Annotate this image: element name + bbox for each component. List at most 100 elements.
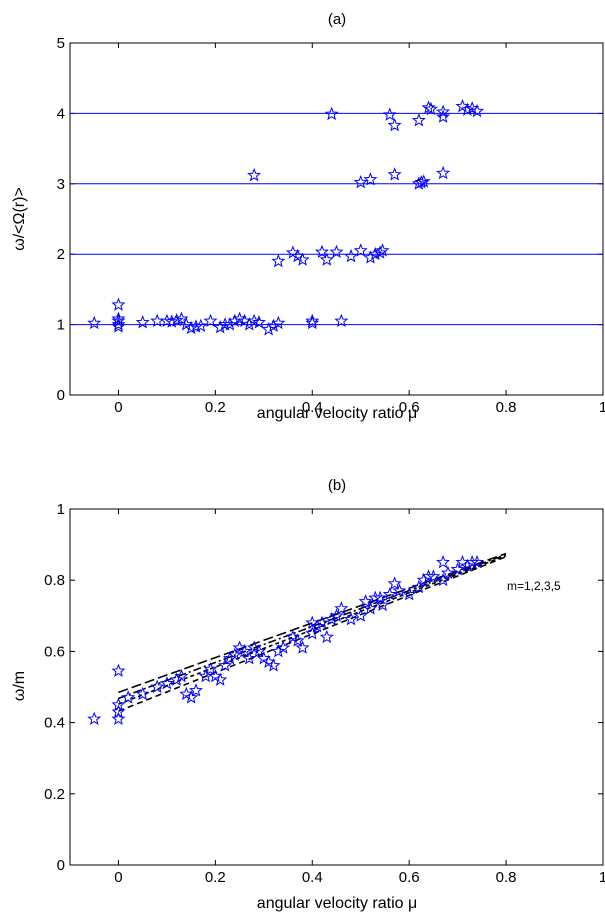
panel-b-data-point	[111, 697, 126, 711]
panel-a-data-point	[363, 250, 378, 264]
panel-b-data-point	[436, 555, 451, 569]
panel-b-fit-line	[118, 554, 507, 705]
panel-a-data-point	[305, 315, 320, 330]
panel-b-data-point	[460, 558, 475, 572]
panel-b-data-point	[159, 676, 174, 690]
panel-a-xlabel: angular velocity ratio μ	[257, 405, 417, 422]
panel-b-data-point	[426, 569, 441, 583]
panel-b-data-point	[363, 601, 378, 615]
panel-a-data-point	[436, 165, 451, 180]
panel-a-data-point	[213, 320, 228, 334]
panel-b-data-point	[344, 611, 359, 626]
panel-b-data-point	[319, 629, 334, 644]
panel-b-data-point	[334, 601, 349, 615]
panel-a-data-point	[344, 248, 359, 263]
panel-b-data-point	[150, 679, 165, 693]
panel-a-data-point	[111, 317, 126, 331]
panel-b-data-point	[184, 690, 199, 704]
panel-b-data-point	[305, 626, 320, 640]
panel-b-xtick-label: 0.4	[302, 869, 323, 886]
panel-b-data-point	[87, 711, 102, 725]
panel-b-data-point	[470, 555, 485, 569]
panel-a-data-point	[203, 313, 218, 328]
panel-a-ytick-label: 0	[57, 387, 65, 404]
panel-a-data-point	[334, 313, 349, 328]
panel-b-data-point	[218, 658, 233, 672]
panel-a-data-point	[353, 243, 368, 257]
panel-a-data-point	[470, 103, 485, 118]
panel-a-xtick-label: 0	[114, 399, 122, 416]
panel-b-data-point	[242, 651, 257, 665]
panel-b-data-point	[416, 572, 431, 587]
panel-a-data-point	[261, 322, 276, 336]
panel-b-data-point	[411, 579, 426, 594]
panel-a-data-point	[193, 318, 208, 332]
panel-b-data-point	[295, 640, 310, 654]
panel-a-data-point	[436, 104, 451, 118]
panel-b-data-point	[227, 647, 242, 661]
panel-b-data-point	[387, 576, 402, 590]
panel-a-data-point	[436, 109, 451, 123]
panel-b-data-point	[121, 690, 136, 704]
panel-b-xtick-label: 0.6	[399, 869, 420, 886]
panel-b-data-point	[266, 658, 281, 672]
panel-b-data-point	[135, 686, 150, 701]
panel-a-data-point	[271, 315, 286, 330]
panel-a-data-point	[324, 106, 339, 121]
panel-b-data-point	[324, 611, 339, 626]
panel-a-title: (a)	[328, 11, 346, 28]
panel-a-ytick-label: 4	[57, 105, 65, 122]
panel-b-title: (b)	[328, 477, 346, 494]
panel-b-ytick-label: 1	[57, 501, 65, 518]
panel-a-plot-area	[69, 42, 604, 396]
panel-a-ytick-label: 5	[57, 35, 65, 52]
panel-b-ylabel: ω/m	[11, 671, 28, 701]
panel-a-data-point	[174, 311, 189, 325]
panel-b-fit-line	[118, 552, 507, 694]
panel-a-xtick-label: 0.6	[399, 399, 420, 416]
panel-b-data-point	[188, 683, 203, 697]
panel-a-data-point	[387, 118, 402, 132]
panel-b-data-point	[382, 587, 397, 601]
panel-b-data-point	[450, 562, 465, 576]
panel-b-data-point	[358, 594, 373, 608]
panel-b-data-point	[222, 651, 237, 665]
panel-a-data-point	[242, 317, 257, 331]
panel-a-data-point	[218, 317, 233, 331]
panel-b-data-point	[392, 583, 407, 597]
panel-a-data-point	[135, 315, 150, 329]
panel-a-data-point	[295, 252, 310, 266]
panel-a-xtick-label: 1	[599, 399, 605, 416]
panel-b-ytick-label: 0.6	[44, 643, 65, 660]
panel-b-xlabel: angular velocity ratio μ	[257, 895, 417, 912]
panel-a-data-point	[414, 175, 429, 189]
panel-b-ytick-label: 0.4	[44, 715, 65, 732]
panel-b-data-point	[276, 640, 291, 654]
panel-b-xtick-label: 0	[114, 869, 122, 886]
panel-a-data-point	[188, 319, 203, 333]
panel-b-data-point	[111, 704, 126, 718]
panel-b-data-point	[465, 555, 480, 569]
panel-b-xtick-label: 0.2	[205, 869, 226, 886]
panel-a-data-point	[271, 253, 286, 268]
panel-b-data-point	[375, 597, 390, 612]
panel-a-data-point	[411, 113, 426, 127]
panel-a-data-point	[266, 318, 281, 332]
panel-a-data-point	[423, 101, 438, 116]
panel-a-data-point	[251, 315, 266, 329]
panel-b-data-point	[310, 619, 325, 633]
panel-a-data-point	[329, 244, 344, 259]
panel-b-plot-area	[69, 508, 604, 866]
panel-a-data-point	[363, 172, 378, 186]
panel-b: (b) angular velocity ratio μ ω/m m=1,2,3…	[11, 477, 605, 912]
panel-a-data-point	[222, 317, 237, 331]
panel-a-data-point	[111, 297, 126, 311]
panel-b-data-point	[402, 587, 417, 601]
panel-b-data-point	[111, 663, 126, 677]
panel-a-data-point	[247, 167, 262, 182]
panel-b-data-point	[373, 590, 388, 604]
panel-a-xtick-label: 0.4	[302, 399, 323, 416]
panel-a-ytick-label: 2	[57, 246, 65, 263]
panel-a-data-point	[375, 243, 390, 257]
